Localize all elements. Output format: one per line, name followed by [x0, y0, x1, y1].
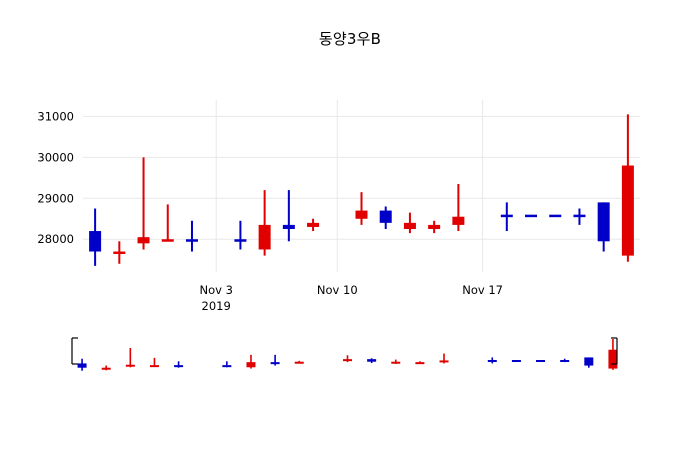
x-tick-label: Nov 10: [317, 283, 358, 297]
thumbnail-candle: [246, 354, 256, 369]
candle-series: [89, 114, 634, 266]
candle: [258, 190, 271, 256]
candle: [113, 241, 126, 264]
thumbnail-candle: [367, 358, 377, 363]
thumbnail-candle: [439, 353, 449, 364]
range-bracket-left[interactable]: [71, 337, 78, 365]
x-tick-label: Nov 3: [199, 283, 232, 297]
thumbnail-candle: [608, 339, 618, 370]
thumbnail-candle: [415, 361, 425, 365]
candle: [137, 157, 150, 250]
thumbnail-candle: [270, 354, 280, 366]
candle: [597, 202, 610, 252]
thumbnail-candle: [149, 357, 159, 368]
candle: [428, 220, 441, 234]
x-tick-label: Nov 17: [462, 283, 503, 297]
candle: [573, 208, 586, 225]
candle: [525, 214, 538, 218]
thumbnail-candle: [511, 360, 521, 362]
chart-title: 동양3우B: [318, 30, 382, 48]
candle: [403, 212, 416, 234]
y-tick-label: 31000: [37, 109, 74, 123]
thumbnail-series: [77, 339, 618, 371]
thumbnail-candle: [487, 357, 497, 364]
x-axis-tick-labels: Nov 3 2019 Nov 10 Nov 17: [199, 283, 502, 313]
candle: [452, 183, 465, 232]
candle: [549, 214, 562, 218]
candle: [355, 192, 368, 225]
y-tick-label: 29000: [37, 191, 74, 205]
y-tick-label: 28000: [37, 232, 74, 246]
candle: [621, 114, 634, 262]
thumbnail-candle: [77, 358, 87, 371]
thumbnail-candle: [391, 359, 401, 364]
range-bracket-right[interactable]: [611, 337, 618, 365]
thumbnail-candle: [294, 360, 304, 364]
candle: [185, 220, 198, 252]
candle: [89, 208, 102, 266]
thumbnail-candle: [222, 361, 232, 368]
thumbnail-candle: [125, 348, 135, 368]
candle: [379, 206, 392, 229]
thumbnail-candle: [343, 355, 352, 363]
thumbnail-candle: [101, 365, 111, 371]
candle: [282, 190, 295, 242]
grid-lines: [83, 100, 640, 272]
candle: [307, 218, 320, 232]
y-axis-tick-labels: 28000 29000 30000 31000: [37, 109, 74, 246]
candle: [500, 202, 513, 232]
x-tick-label: 2019: [202, 299, 231, 313]
thumbnail-candle: [560, 358, 570, 363]
thumbnail-candle: [584, 357, 594, 368]
range-selector-brackets[interactable]: [71, 337, 618, 365]
y-tick-label: 30000: [37, 150, 74, 164]
candle: [234, 220, 247, 250]
thumbnail-candle: [174, 361, 184, 368]
candle: [161, 204, 174, 242]
thumbnail-candle: [536, 360, 546, 362]
